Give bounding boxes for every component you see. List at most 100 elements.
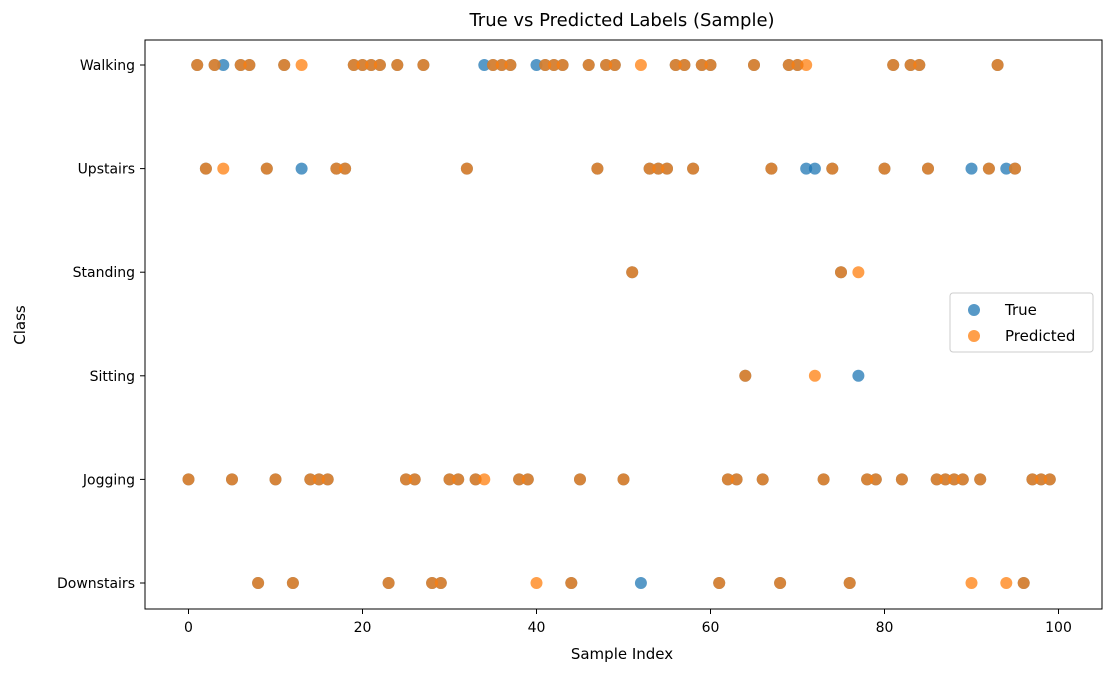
data-point [1017,577,1030,589]
data-point [269,473,282,486]
legend-box [949,292,1094,353]
data-point [530,59,543,71]
x-tick-label: 0 [184,620,193,636]
data-point [721,473,734,486]
legend-marker [968,304,980,316]
x-tick-label: 60 [702,620,720,636]
data-point [713,577,726,589]
data-point [791,59,804,71]
data-point [956,473,969,486]
data-point [634,59,647,71]
x-tick-label: 40 [528,620,546,636]
data-point [217,59,230,71]
x-tick-label: 100 [1045,620,1072,636]
data-point [295,59,308,71]
data-point [661,162,673,175]
data-point [652,162,665,175]
data-point [965,577,978,589]
data-point [765,162,778,175]
data-point [974,473,987,486]
data-point [826,162,839,175]
data-point [695,59,708,71]
data-point [304,473,317,486]
data-point [330,162,343,175]
data-point [443,473,456,486]
data-point [191,59,204,71]
data-point [460,162,473,175]
data-point [617,473,630,486]
data-point [199,162,212,175]
data-point [565,577,578,589]
data-point [295,162,308,175]
data-point [939,473,952,486]
data-point [878,162,891,175]
y-tick-label: Jogging [82,472,135,488]
y-tick-label: Sitting [90,369,135,385]
data-point [782,59,795,71]
data-point [1009,162,1021,175]
data-point [913,59,926,71]
series-predicted [182,59,1056,589]
data-point [478,59,491,71]
data-point [574,473,586,486]
data-point [217,162,230,175]
y-axis-label: Class [11,305,29,345]
data-point [678,59,691,71]
data-point [539,59,552,71]
y-tick-label: Walking [80,58,135,74]
data-point [226,473,238,486]
data-point [643,162,656,175]
data-point [208,59,221,71]
data-point [278,59,291,71]
data-point [391,59,404,71]
data-point [582,59,595,71]
data-point [774,577,787,589]
data-point [365,59,378,71]
x-tick-label: 20 [354,620,372,636]
data-point [800,162,813,175]
data-point [861,473,874,486]
legend: True Predicted [949,292,1094,353]
data-point [382,577,395,589]
data-point [948,473,961,486]
data-point [426,577,439,589]
data-point [408,473,421,486]
data-point [469,473,482,486]
data-point [1000,577,1013,589]
data-point [800,59,813,71]
data-point [982,162,995,175]
data-point [487,59,499,71]
data-point [817,473,830,486]
data-point [895,473,908,486]
data-point [321,473,334,486]
data-point [556,59,569,71]
data-point [843,577,856,589]
data-point [608,59,621,71]
data-point [704,59,717,71]
data-point [286,577,299,589]
data-point [504,59,517,71]
data-point [852,369,865,382]
data-point [687,162,700,175]
y-tick-label: Downstairs [57,576,135,592]
data-point [400,473,412,486]
data-point [835,266,847,279]
legend-marker [968,330,980,342]
data-point [991,59,1004,71]
plot-area: 0 20 40 60 80 100 Downstairs Jogging Sitting Stan… [57,39,1103,636]
data-point [852,266,865,279]
data-point [930,473,943,486]
data-point [521,473,534,486]
x-tick-label: 80 [876,620,894,636]
data-point [234,59,247,71]
data-point [591,162,604,175]
data-point [547,59,560,71]
data-point [922,162,934,175]
data-point [252,577,265,589]
data-point [373,59,386,71]
data-point [869,473,882,486]
data-point [1026,473,1039,486]
chart-title: True vs Predicted Labels (Sample) [468,10,774,31]
